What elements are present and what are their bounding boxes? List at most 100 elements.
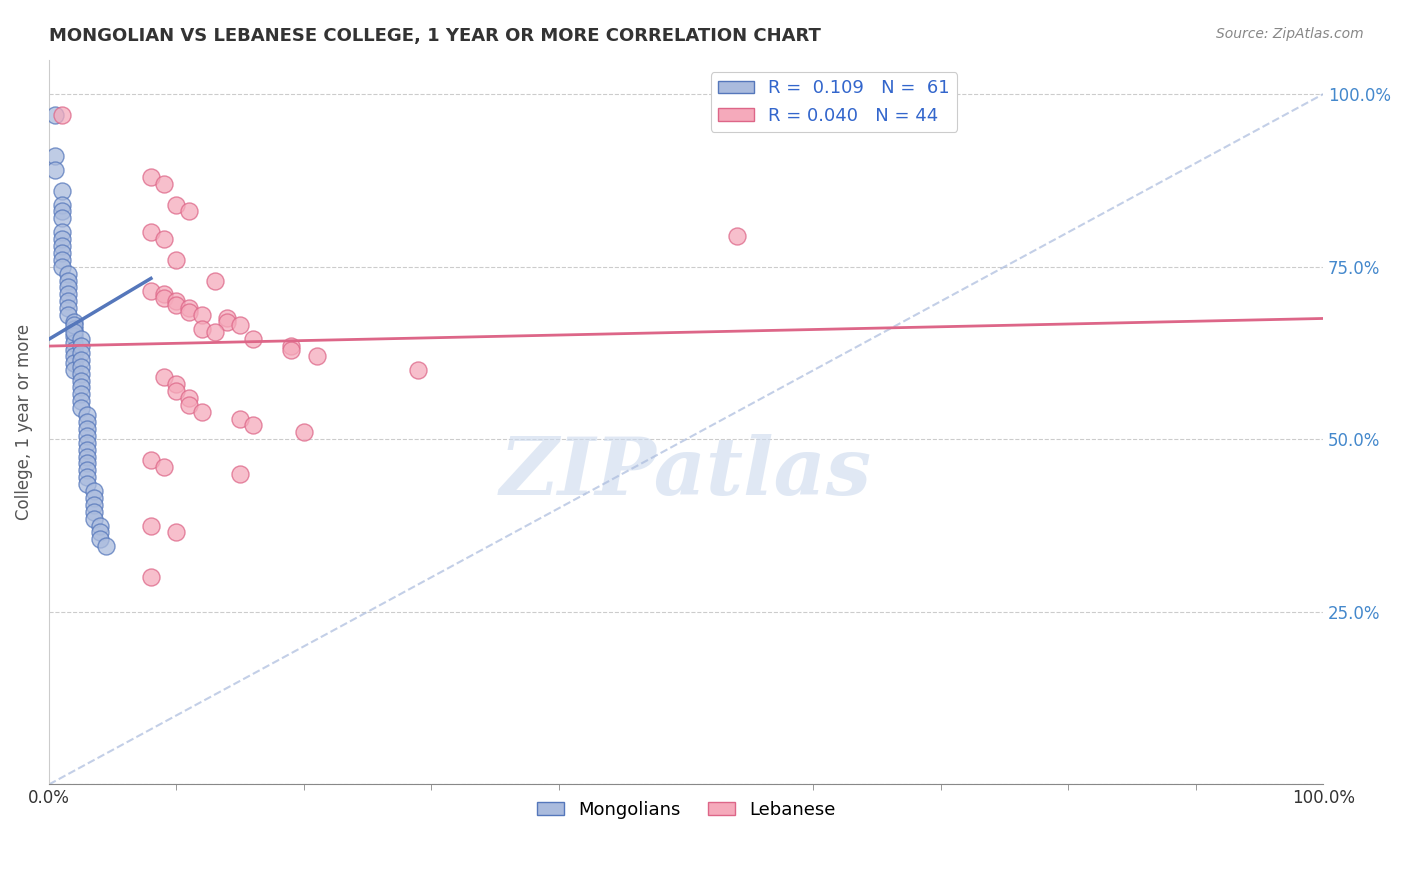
Point (63, 350, 86, 364)
Point (51, 197, 73, 211)
Point (76, 422, 98, 436)
Point (83, 491, 105, 505)
Point (179, 204, 201, 219)
Point (76, 457, 98, 471)
Point (165, 294, 187, 309)
Point (76, 450, 98, 464)
Point (76, 415, 98, 429)
Point (69, 367, 91, 381)
Y-axis label: College, 1 year or more: College, 1 year or more (15, 324, 32, 520)
Point (229, 318, 252, 333)
Point (76, 470, 98, 484)
Point (44, 163, 66, 178)
Point (63, 363, 86, 377)
Point (139, 570, 162, 584)
Point (69, 352, 91, 367)
Point (179, 391, 201, 405)
Point (217, 311, 239, 326)
Point (242, 332, 264, 346)
Point (89, 518, 111, 533)
Point (152, 370, 174, 384)
Point (165, 252, 187, 267)
Point (229, 411, 252, 425)
Point (51, 260, 73, 274)
Point (69, 339, 91, 353)
Point (63, 356, 86, 370)
Point (76, 429, 98, 443)
Point (76, 442, 98, 457)
Point (139, 518, 162, 533)
Point (165, 384, 187, 398)
Point (76, 435, 98, 450)
Point (51, 108, 73, 122)
Point (51, 239, 73, 253)
Point (83, 498, 105, 512)
Point (51, 184, 73, 198)
Point (51, 225, 73, 239)
Point (242, 418, 264, 433)
Point (292, 425, 315, 440)
Point (56, 287, 79, 301)
Point (63, 343, 86, 357)
Point (179, 398, 201, 412)
Point (63, 328, 86, 343)
Point (152, 459, 174, 474)
Point (165, 298, 187, 312)
Point (96, 539, 118, 553)
Point (63, 322, 86, 336)
Point (204, 273, 226, 287)
Point (63, 335, 86, 350)
Point (69, 346, 91, 360)
Point (139, 225, 162, 239)
Point (56, 273, 79, 287)
Point (139, 284, 162, 298)
Point (191, 322, 214, 336)
Point (69, 380, 91, 394)
Point (89, 533, 111, 547)
Point (63, 318, 86, 333)
Point (280, 339, 302, 353)
Point (76, 463, 98, 477)
Point (725, 228, 748, 243)
Point (280, 343, 302, 357)
Point (152, 291, 174, 305)
Point (44, 149, 66, 163)
Point (83, 505, 105, 519)
Point (139, 453, 162, 467)
Point (305, 350, 328, 364)
Point (76, 477, 98, 491)
Point (69, 394, 91, 409)
Point (44, 108, 66, 122)
Point (76, 408, 98, 422)
Point (191, 405, 214, 419)
Text: ZIPatlas: ZIPatlas (501, 434, 872, 511)
Point (165, 197, 187, 211)
Point (51, 232, 73, 246)
Text: MONGOLIAN VS LEBANESE COLLEGE, 1 YEAR OR MORE CORRELATION CHART: MONGOLIAN VS LEBANESE COLLEGE, 1 YEAR OR… (49, 27, 821, 45)
Point (408, 363, 430, 377)
Point (56, 267, 79, 281)
Point (152, 287, 174, 301)
Point (51, 252, 73, 267)
Point (56, 308, 79, 322)
Point (51, 204, 73, 219)
Point (83, 483, 105, 498)
Point (69, 359, 91, 374)
Point (229, 467, 252, 481)
Point (179, 304, 201, 318)
Point (51, 211, 73, 226)
Point (217, 315, 239, 329)
Point (51, 246, 73, 260)
Point (56, 280, 79, 294)
Point (165, 377, 187, 392)
Point (204, 326, 226, 340)
Point (69, 374, 91, 388)
Point (63, 315, 86, 329)
Point (179, 301, 201, 315)
Point (89, 525, 111, 540)
Legend: Mongolians, Lebanese: Mongolians, Lebanese (530, 794, 842, 826)
Text: Source: ZipAtlas.com: Source: ZipAtlas.com (1216, 27, 1364, 41)
Point (191, 308, 214, 322)
Point (165, 525, 187, 540)
Point (69, 387, 91, 401)
